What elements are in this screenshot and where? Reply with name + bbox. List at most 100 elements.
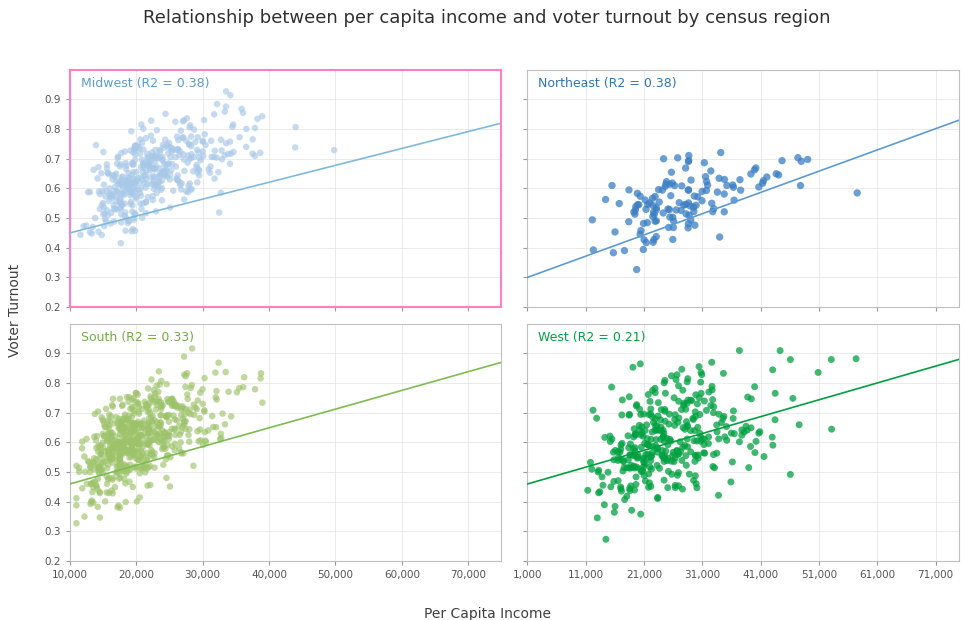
Point xyxy=(649,425,664,435)
Point xyxy=(116,440,131,450)
Point xyxy=(101,488,117,498)
Point xyxy=(688,390,703,400)
Point xyxy=(645,201,660,211)
Point xyxy=(114,401,130,411)
Point xyxy=(652,463,667,473)
Point xyxy=(650,443,665,453)
Point xyxy=(130,433,145,443)
Point xyxy=(650,461,665,471)
Point xyxy=(141,160,157,170)
Point xyxy=(146,452,162,462)
Point xyxy=(725,180,740,190)
Point xyxy=(118,179,133,188)
Point xyxy=(640,449,656,459)
Point xyxy=(125,402,140,412)
Point xyxy=(645,448,660,458)
Point xyxy=(717,189,732,199)
Point xyxy=(85,222,100,232)
Point xyxy=(128,141,143,151)
Point xyxy=(98,453,114,463)
Point xyxy=(142,408,158,418)
Point xyxy=(119,448,134,458)
Point xyxy=(149,125,165,135)
Point xyxy=(217,150,233,160)
Point xyxy=(681,219,696,229)
Point xyxy=(131,492,147,502)
Point xyxy=(101,427,117,437)
Point xyxy=(133,438,149,448)
Point xyxy=(637,438,653,448)
Point xyxy=(150,153,166,163)
Point xyxy=(100,474,116,484)
Point xyxy=(197,407,212,417)
Point xyxy=(235,108,250,118)
Point xyxy=(630,200,646,210)
Point xyxy=(122,187,137,197)
Point xyxy=(145,151,161,161)
Point xyxy=(627,450,643,460)
Point xyxy=(116,464,131,474)
Point xyxy=(173,404,189,414)
Point xyxy=(129,418,144,428)
Point xyxy=(143,394,159,404)
Point xyxy=(120,414,135,424)
Point xyxy=(215,409,231,419)
Point xyxy=(125,445,140,454)
Point xyxy=(167,445,182,455)
Point xyxy=(113,439,129,449)
Point xyxy=(636,235,652,245)
Point xyxy=(743,441,759,451)
Point xyxy=(118,158,133,168)
Point xyxy=(113,426,129,436)
Point xyxy=(213,433,229,443)
Point xyxy=(131,440,146,450)
Point xyxy=(173,448,189,458)
Point xyxy=(656,432,671,442)
Point xyxy=(128,445,143,454)
Point xyxy=(254,112,270,122)
Point xyxy=(168,439,183,449)
Point xyxy=(110,438,126,448)
Point xyxy=(671,198,687,208)
Point xyxy=(143,156,159,166)
Point xyxy=(641,469,656,479)
Point xyxy=(90,484,105,494)
Point xyxy=(649,205,664,215)
Point xyxy=(110,440,126,450)
Point xyxy=(672,437,688,447)
Point xyxy=(126,435,141,445)
Point xyxy=(671,396,687,406)
Point xyxy=(676,398,692,408)
Point xyxy=(133,452,149,462)
Point xyxy=(679,399,694,409)
Point xyxy=(147,151,163,161)
Point xyxy=(189,145,205,155)
Point xyxy=(101,196,117,206)
Point xyxy=(111,469,127,479)
Point xyxy=(146,164,162,174)
Point xyxy=(122,185,137,195)
Point xyxy=(115,189,131,199)
Point xyxy=(165,441,180,451)
Point xyxy=(642,396,657,406)
Point xyxy=(725,457,740,467)
Point xyxy=(734,425,750,435)
Point xyxy=(632,359,648,369)
Point xyxy=(657,453,673,463)
Point xyxy=(239,142,254,152)
Point xyxy=(100,420,116,430)
Point xyxy=(82,187,97,197)
Point xyxy=(674,181,690,191)
Point xyxy=(689,483,704,493)
Point xyxy=(598,534,614,544)
Point xyxy=(688,412,703,422)
Point xyxy=(663,191,679,201)
Point xyxy=(196,440,211,450)
Point xyxy=(741,463,757,472)
Point xyxy=(141,463,157,472)
Point xyxy=(743,423,759,433)
Point xyxy=(82,227,97,237)
Point xyxy=(114,450,130,459)
Point xyxy=(232,132,247,142)
Point xyxy=(660,483,676,493)
